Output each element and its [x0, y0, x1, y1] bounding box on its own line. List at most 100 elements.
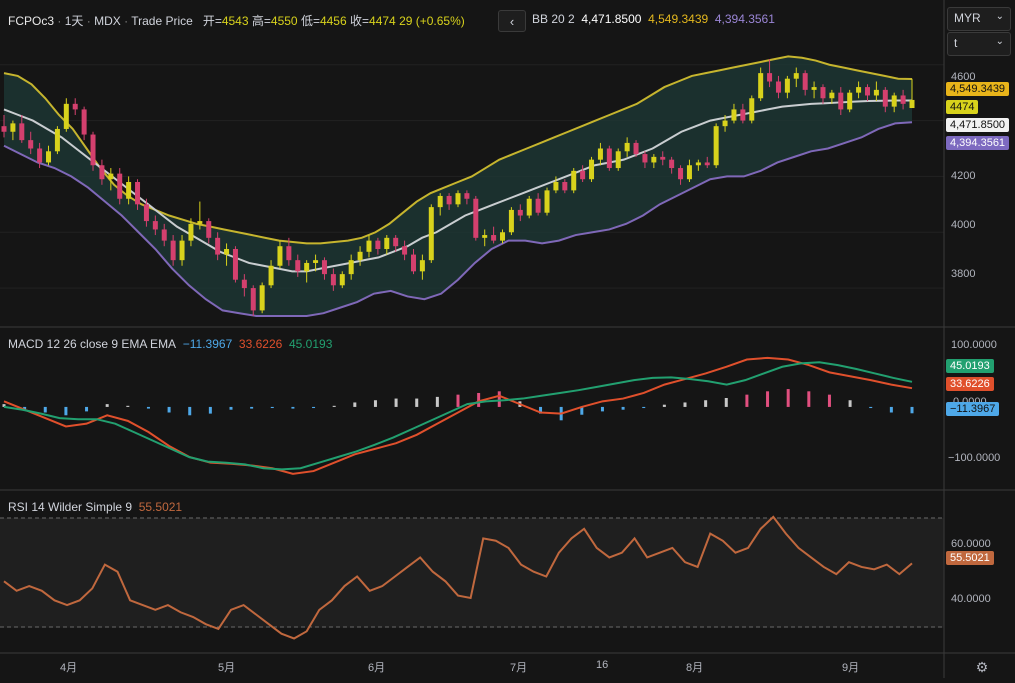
candle-body — [873, 89, 879, 96]
candle-body — [731, 109, 737, 121]
bb-fill — [4, 56, 912, 316]
candle — [339, 271, 345, 289]
bb-legend: BB 20 2 4,471.8500 4,549.3439 4,394.3561 — [532, 12, 775, 26]
candle — [482, 229, 488, 247]
currency-select[interactable]: MYR ⌄ — [947, 7, 1011, 31]
macd-hist-bar — [312, 406, 316, 409]
candle — [241, 274, 247, 297]
macd-hist-bar — [353, 402, 357, 407]
candle — [286, 237, 292, 266]
candle — [455, 190, 461, 208]
settings-button[interactable]: ⚙ — [972, 658, 992, 676]
candle — [491, 226, 497, 244]
macd-hist-bar — [270, 406, 274, 409]
candle-body — [366, 240, 372, 252]
candle — [767, 59, 773, 88]
macd-tick: 100.0000 — [951, 339, 997, 351]
rsi-label[interactable]: RSI 14 Wilder Simple 9 — [8, 500, 133, 514]
candle-body — [313, 260, 319, 263]
candle — [500, 229, 506, 244]
candle — [259, 282, 265, 314]
open-label: 开= — [202, 14, 222, 28]
candle — [72, 98, 78, 115]
candle-body — [838, 92, 844, 110]
rsi-tick: 40.0000 — [951, 593, 991, 605]
candle — [330, 268, 336, 291]
unit-select[interactable]: t ⌄ — [947, 32, 1011, 56]
bb-mid-value: 4,471.8500 — [581, 12, 642, 26]
macd-hist-value: −11.3967 — [182, 337, 233, 351]
macd-hist-bar — [807, 391, 811, 407]
candle-body — [259, 285, 265, 311]
macd-hist-bar — [105, 404, 109, 407]
close-label: 收= — [350, 14, 370, 28]
candle-body — [811, 87, 817, 90]
collapse-legend-button[interactable]: ‹ — [498, 10, 526, 32]
candle-body — [651, 156, 657, 163]
last-price-badge: 4474 — [946, 100, 979, 114]
candle — [419, 254, 425, 280]
candle — [473, 195, 479, 241]
rsi-line — [3, 515, 913, 640]
candle-body — [562, 182, 568, 191]
candle — [232, 246, 238, 283]
price-tick: 3800 — [951, 268, 976, 280]
candle-body — [135, 182, 141, 205]
candle — [197, 201, 203, 230]
symbol-name[interactable]: FCPOc3 — [8, 14, 55, 28]
candle — [188, 218, 194, 247]
candle-body — [580, 170, 586, 180]
candle-body — [28, 140, 34, 149]
candle-body — [802, 73, 808, 90]
macd-signal-value: 45.0193 — [288, 337, 333, 351]
candle — [46, 145, 52, 166]
macd-label[interactable]: MACD 12 26 close 9 EMA EMA — [8, 337, 177, 351]
candle — [633, 140, 639, 157]
candle-body — [410, 254, 416, 272]
interval-label[interactable]: 1天 — [64, 14, 84, 28]
candle-body — [54, 128, 60, 152]
macd-hist-bar — [250, 406, 254, 409]
candle-body — [589, 159, 595, 180]
price-tick: 4200 — [951, 170, 976, 182]
candle-body — [419, 260, 425, 272]
candle — [143, 198, 149, 227]
high-label: 高= — [251, 14, 271, 28]
candle-body — [393, 237, 399, 247]
macd-hist-bar — [208, 406, 212, 414]
candle — [891, 92, 897, 113]
candle-body — [241, 279, 247, 289]
candle — [135, 179, 141, 210]
candle — [54, 126, 60, 155]
candle-body — [384, 237, 390, 249]
macd-hist-bar — [415, 398, 419, 407]
candle-body — [597, 148, 603, 160]
bb-upper-badge: 4,549.3439 — [946, 82, 1010, 96]
candle — [108, 168, 114, 191]
macd-hist-bar — [683, 402, 687, 407]
rsi-band — [0, 518, 944, 627]
candle — [446, 193, 452, 210]
bb-label[interactable]: BB 20 2 — [532, 12, 575, 26]
bb-lower-line — [3, 121, 913, 317]
candle — [277, 240, 283, 269]
macd-hist-bar — [766, 391, 770, 407]
candle-body — [508, 209, 514, 233]
macd-hist-bar — [477, 392, 481, 407]
time-label: 7月 — [510, 662, 528, 674]
candle-body — [820, 87, 826, 99]
low-value: 4456 — [319, 14, 347, 28]
candle — [19, 115, 25, 143]
candle — [526, 195, 532, 219]
candle-body — [678, 168, 684, 180]
candle-body — [437, 195, 443, 208]
candle — [437, 193, 443, 216]
candle-body — [170, 240, 176, 261]
candle-body — [633, 142, 639, 155]
macd-hist-bar — [291, 406, 295, 409]
open-value: 4543 — [221, 14, 249, 28]
candle-body — [232, 249, 238, 280]
chevron-down-icon: ⌄ — [995, 11, 1004, 22]
